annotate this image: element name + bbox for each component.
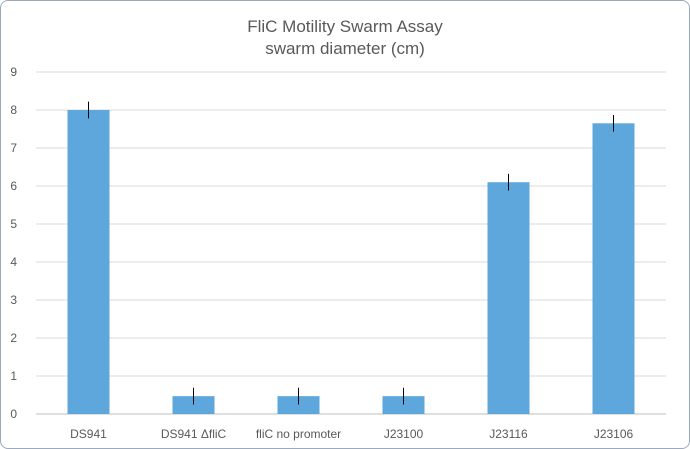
y-tick-label: 7 [10, 141, 17, 155]
y-tick-label: 4 [10, 255, 17, 269]
chart-subtitle: swarm diameter (cm) [265, 39, 425, 58]
x-category-label: DS941 ΔfliC [161, 427, 227, 441]
bar [487, 182, 530, 414]
bar [67, 110, 110, 414]
y-tick-label: 6 [10, 179, 17, 193]
y-tick-label: 1 [10, 369, 17, 383]
x-category-label: fliC no promoter [256, 427, 341, 441]
y-tick-label: 2 [10, 331, 17, 345]
x-category-label: J23106 [594, 427, 634, 441]
x-category-label: DS941 [70, 427, 107, 441]
bars [67, 110, 635, 415]
bar [382, 396, 425, 414]
chart-title: FliC Motility Swarm Assay [247, 17, 443, 36]
x-axis-categories: DS941 DS941 ΔfliC fliC no promoter J23100 J2… [70, 427, 633, 441]
x-category-label: J23116 [489, 427, 528, 441]
y-tick-label: 8 [10, 103, 17, 117]
bar [277, 396, 320, 414]
error-bars [88, 101, 614, 405]
y-tick-label: 0 [10, 407, 17, 421]
x-category-label: J23100 [384, 427, 424, 441]
bar [592, 123, 635, 415]
y-tick-label: 5 [10, 217, 17, 231]
y-tick-label: 3 [10, 293, 17, 307]
bar [172, 396, 215, 414]
y-tick-label: 9 [10, 65, 17, 79]
y-axis-ticks: 0 1 2 3 4 5 6 7 8 9 [10, 65, 17, 421]
gridlines [36, 71, 666, 415]
